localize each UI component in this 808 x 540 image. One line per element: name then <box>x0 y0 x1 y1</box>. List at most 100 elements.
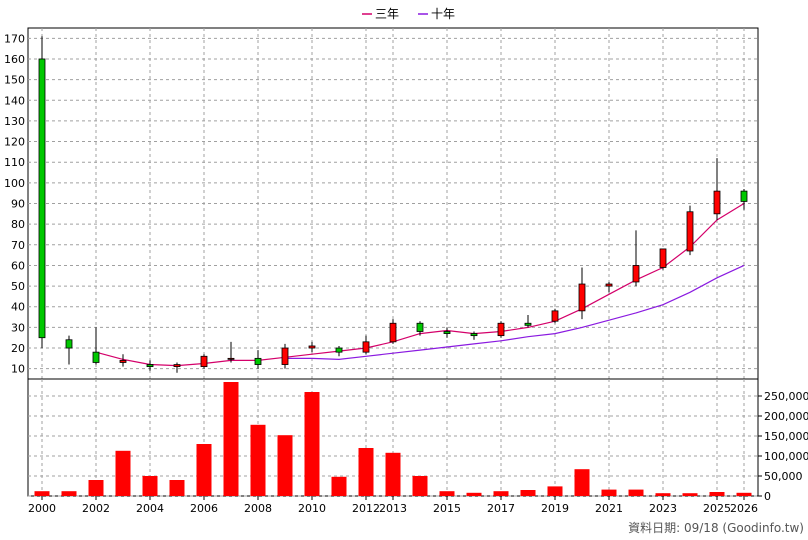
volume-y-axis-ticks: 0 50,000 100,000 150,000 200,000 250,000 <box>758 390 808 503</box>
candle-body <box>308 345 316 349</box>
volume-bar <box>466 492 482 496</box>
x-tick-label: 2004 <box>136 502 164 515</box>
legend-label: 十年 <box>431 7 455 21</box>
price-y-tick-label: 140 <box>4 94 25 107</box>
price-y-tick-label: 150 <box>4 74 25 87</box>
x-axis-year-ticks: 2000 2002 2004 2006 2008 2010 2012 2013 2015 2017… <box>28 496 758 515</box>
candle-body <box>524 322 532 326</box>
price-y-tick-label: 80 <box>11 218 25 231</box>
price-y-tick-label: 30 <box>11 321 25 334</box>
volume-y-tick-label: 250,000 <box>764 390 808 403</box>
candle-body <box>740 190 748 202</box>
volume-y-tick-label: 100,000 <box>764 450 808 463</box>
volume-bar <box>520 490 536 496</box>
x-tick-label: 2025 <box>703 502 731 515</box>
candle-body <box>686 211 694 252</box>
candle-body <box>65 339 73 349</box>
x-tick-label: 2012 <box>352 502 380 515</box>
x-tick-label: 2006 <box>190 502 218 515</box>
price-gridlines <box>28 28 758 379</box>
x-tick-label: 2015 <box>433 502 461 515</box>
candle-body <box>146 364 154 368</box>
volume-bar <box>628 489 644 496</box>
volume-bar <box>61 491 77 496</box>
candle-body <box>605 283 613 287</box>
price-y-tick-label: 70 <box>11 239 25 252</box>
volume-bars <box>34 382 752 496</box>
volume-bar <box>142 476 158 496</box>
volume-bar <box>574 469 590 496</box>
price-y-axis-ticks: 10 20 30 40 50 60 70 80 90 100 110 120 130 140 150 160 1… <box>4 32 25 375</box>
chart-legend: 三年 十年 <box>362 7 455 21</box>
candle-body <box>281 347 289 365</box>
candle-body <box>200 355 208 368</box>
volume-bar <box>277 435 293 496</box>
volume-bar <box>385 452 401 496</box>
legend-label: 三年 <box>375 7 399 21</box>
candle-body <box>38 58 46 339</box>
volume-bar <box>655 493 671 496</box>
volume-y-tick-label: 50,000 <box>764 470 803 483</box>
volume-bar <box>682 493 698 496</box>
candle-body <box>173 364 181 368</box>
volume-y-tick-label: 200,000 <box>764 410 808 423</box>
moving-average-lines <box>95 202 745 367</box>
x-tick-label: 2008 <box>244 502 272 515</box>
x-tick-label: 2026 <box>730 502 758 515</box>
price-y-tick-label: 100 <box>4 177 25 190</box>
volume-bar <box>250 424 266 496</box>
candle-body <box>119 360 127 363</box>
candle-body <box>389 322 397 343</box>
x-tick-label: 2000 <box>28 502 56 515</box>
volume-bar <box>196 444 212 496</box>
price-y-tick-label: 130 <box>4 115 25 128</box>
candle-body <box>713 190 721 215</box>
volume-bar <box>412 476 428 496</box>
volume-bar <box>547 486 563 496</box>
candle-body <box>659 248 667 268</box>
x-tick-label: 2002 <box>82 502 110 515</box>
volume-bar <box>493 491 509 496</box>
volume-bar <box>601 489 617 496</box>
candle-body <box>443 331 451 334</box>
price-y-tick-label: 90 <box>11 198 25 211</box>
price-y-tick-label: 20 <box>11 342 25 355</box>
candle-body <box>497 322 505 337</box>
volume-bar <box>223 382 239 496</box>
volume-bar <box>736 492 752 496</box>
price-y-tick-label: 120 <box>4 136 25 149</box>
volume-bar <box>331 476 347 496</box>
candle-body <box>227 357 235 360</box>
volume-y-tick-label: 150,000 <box>764 430 808 443</box>
price-y-tick-label: 10 <box>11 363 25 376</box>
moving-average-line-three-year <box>95 202 745 367</box>
candle-body <box>335 347 343 353</box>
candle-body <box>416 322 424 332</box>
price-y-tick-label: 40 <box>11 301 25 314</box>
volume-bar <box>709 492 725 496</box>
x-tick-label: 2010 <box>298 502 326 515</box>
moving-average-line-ten-year <box>285 264 745 361</box>
candle-body <box>470 333 478 337</box>
candle-body <box>632 265 640 283</box>
volume-bar <box>358 448 374 496</box>
x-tick-label: 2017 <box>487 502 515 515</box>
price-y-tick-label: 160 <box>4 53 25 66</box>
volume-bar <box>88 480 104 496</box>
price-y-tick-label: 110 <box>4 156 25 169</box>
price-y-tick-label: 50 <box>11 280 25 293</box>
price-y-tick-label: 170 <box>4 32 25 45</box>
volume-bar <box>115 450 131 496</box>
x-tick-label: 2019 <box>541 502 569 515</box>
x-tick-label: 2013 <box>379 502 407 515</box>
volume-bar <box>169 480 185 496</box>
volume-y-tick-label: 0 <box>764 490 771 503</box>
x-tick-label: 2023 <box>649 502 677 515</box>
volume-bar <box>34 491 50 496</box>
candle-body <box>254 357 262 365</box>
price-candles <box>38 36 748 373</box>
price-y-tick-label: 60 <box>11 259 25 272</box>
volume-bar <box>304 392 320 496</box>
candle-body <box>551 310 559 322</box>
